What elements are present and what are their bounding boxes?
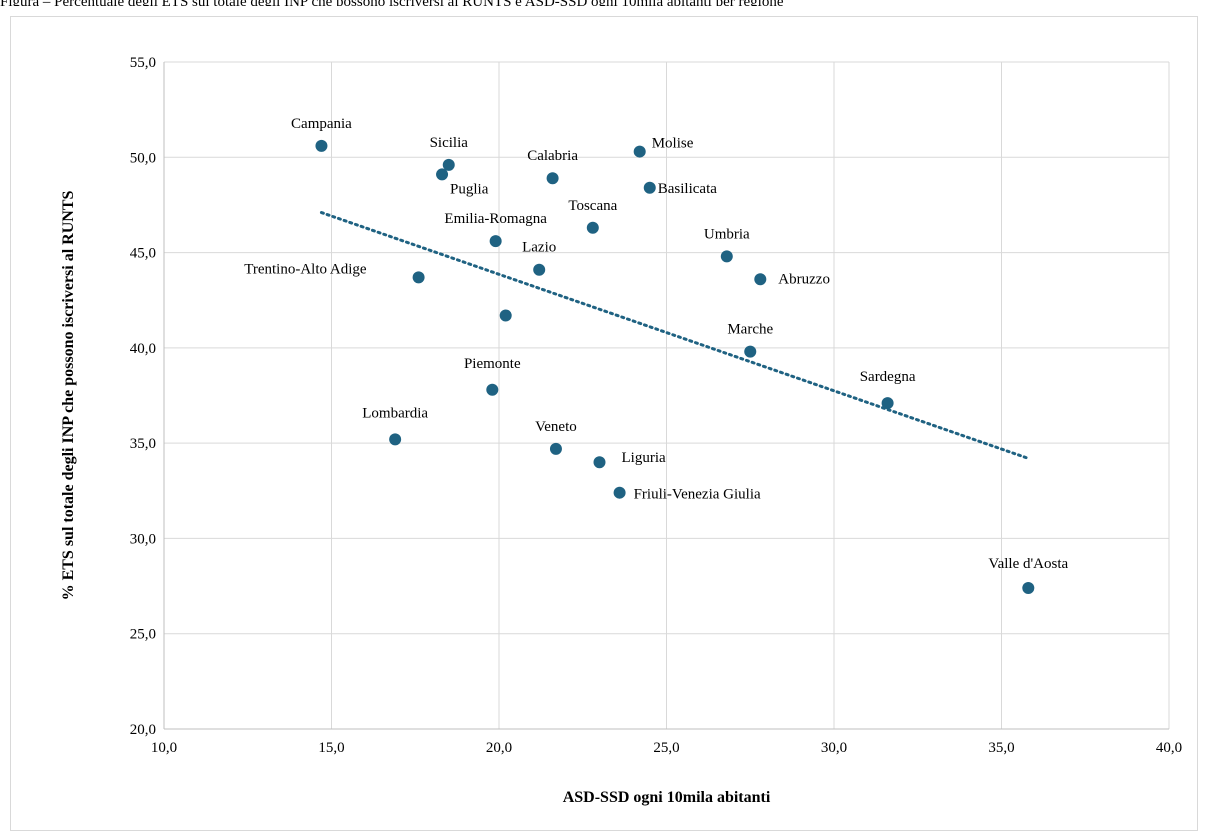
- y-tick-label: 20,0: [130, 722, 156, 738]
- data-point: [613, 486, 626, 499]
- axes: [163, 62, 1169, 730]
- tick-labels: 20,0 25,0 30,0 35,0 40,0 45,0 50,0 55,0 10,0 15,0…: [130, 55, 1182, 756]
- data-point: [586, 221, 599, 234]
- point-label: Calabria: [527, 148, 578, 164]
- data-point: [744, 345, 757, 358]
- point-label: Lombardia: [362, 405, 428, 421]
- gridlines: [164, 61, 1170, 729]
- data-point: [720, 250, 733, 263]
- x-tick-label: 15,0: [318, 740, 344, 756]
- data-point: [1022, 581, 1035, 594]
- point-label: Liguria: [622, 450, 666, 466]
- scatter-chart: Campania Sicilia Puglia Calabria Molise Basil…: [60, 55, 1182, 806]
- data-point: [486, 383, 499, 396]
- trendline-path: [319, 211, 1030, 460]
- y-tick-label: 45,0: [130, 246, 156, 262]
- point-label: Sardegna: [860, 369, 916, 385]
- data-point: [389, 433, 402, 446]
- point-label: Trentino-Alto Adige: [244, 261, 367, 277]
- x-axis-title: ASD-SSD ogni 10mila abitanti: [563, 789, 771, 806]
- data-point: [546, 172, 559, 185]
- y-tick-label: 40,0: [130, 341, 156, 357]
- y-tick-label: 50,0: [130, 150, 156, 166]
- x-tick-label: 30,0: [821, 740, 847, 756]
- data-point: [489, 235, 502, 248]
- point-label: Abruzzo: [778, 271, 830, 287]
- data-point: [533, 263, 546, 276]
- point-label: Valle d'Aosta: [988, 556, 1068, 572]
- chart-container: Campania Sicilia Puglia Calabria Molise Basil…: [10, 16, 1198, 831]
- data-point: [633, 145, 646, 158]
- x-tick-label: 35,0: [988, 740, 1014, 756]
- point-label: Molise: [652, 136, 694, 152]
- data-point: [643, 181, 656, 194]
- point-label: Umbria: [704, 226, 750, 242]
- point-label: Puglia: [450, 181, 489, 197]
- x-tick-label: 10,0: [151, 740, 177, 756]
- point-label: Friuli-Venezia Giulia: [634, 487, 761, 503]
- point-label: Campania: [291, 116, 352, 132]
- y-tick-label: 35,0: [130, 436, 156, 452]
- data-point: [315, 139, 328, 152]
- x-tick-label: 20,0: [486, 740, 512, 756]
- point-label: Sicilia: [430, 135, 469, 151]
- point-label: Piemonte: [464, 356, 521, 372]
- point-label: Toscana: [568, 198, 617, 214]
- data-point: [412, 271, 425, 284]
- data-point: [499, 309, 512, 322]
- data-point: [442, 158, 455, 171]
- data-point: [549, 442, 562, 455]
- y-tick-label: 30,0: [130, 531, 156, 547]
- y-tick-label: 55,0: [130, 55, 156, 71]
- figure-caption-fragment: Figura – Percentuale degli ETS sul total…: [0, 0, 1206, 6]
- data-point: [436, 168, 449, 181]
- point-label: Lazio: [522, 240, 556, 256]
- point-label: Emilia-Romagna: [444, 211, 547, 227]
- data-point: [881, 397, 894, 410]
- x-tick-label: 40,0: [1156, 740, 1182, 756]
- x-tick-label: 25,0: [653, 740, 679, 756]
- point-label: Veneto: [535, 419, 577, 435]
- y-tick-label: 25,0: [130, 627, 156, 643]
- data-points: [315, 139, 1035, 594]
- point-labels: Campania Sicilia Puglia Calabria Molise Basil…: [244, 116, 1068, 572]
- point-label: Basilicata: [658, 181, 717, 197]
- y-axis-title: % ETS sul totale degli INP che possono i…: [60, 191, 77, 601]
- data-point: [754, 273, 767, 286]
- trendline: [319, 211, 1030, 460]
- point-label: Marche: [727, 322, 773, 338]
- data-point: [593, 456, 606, 469]
